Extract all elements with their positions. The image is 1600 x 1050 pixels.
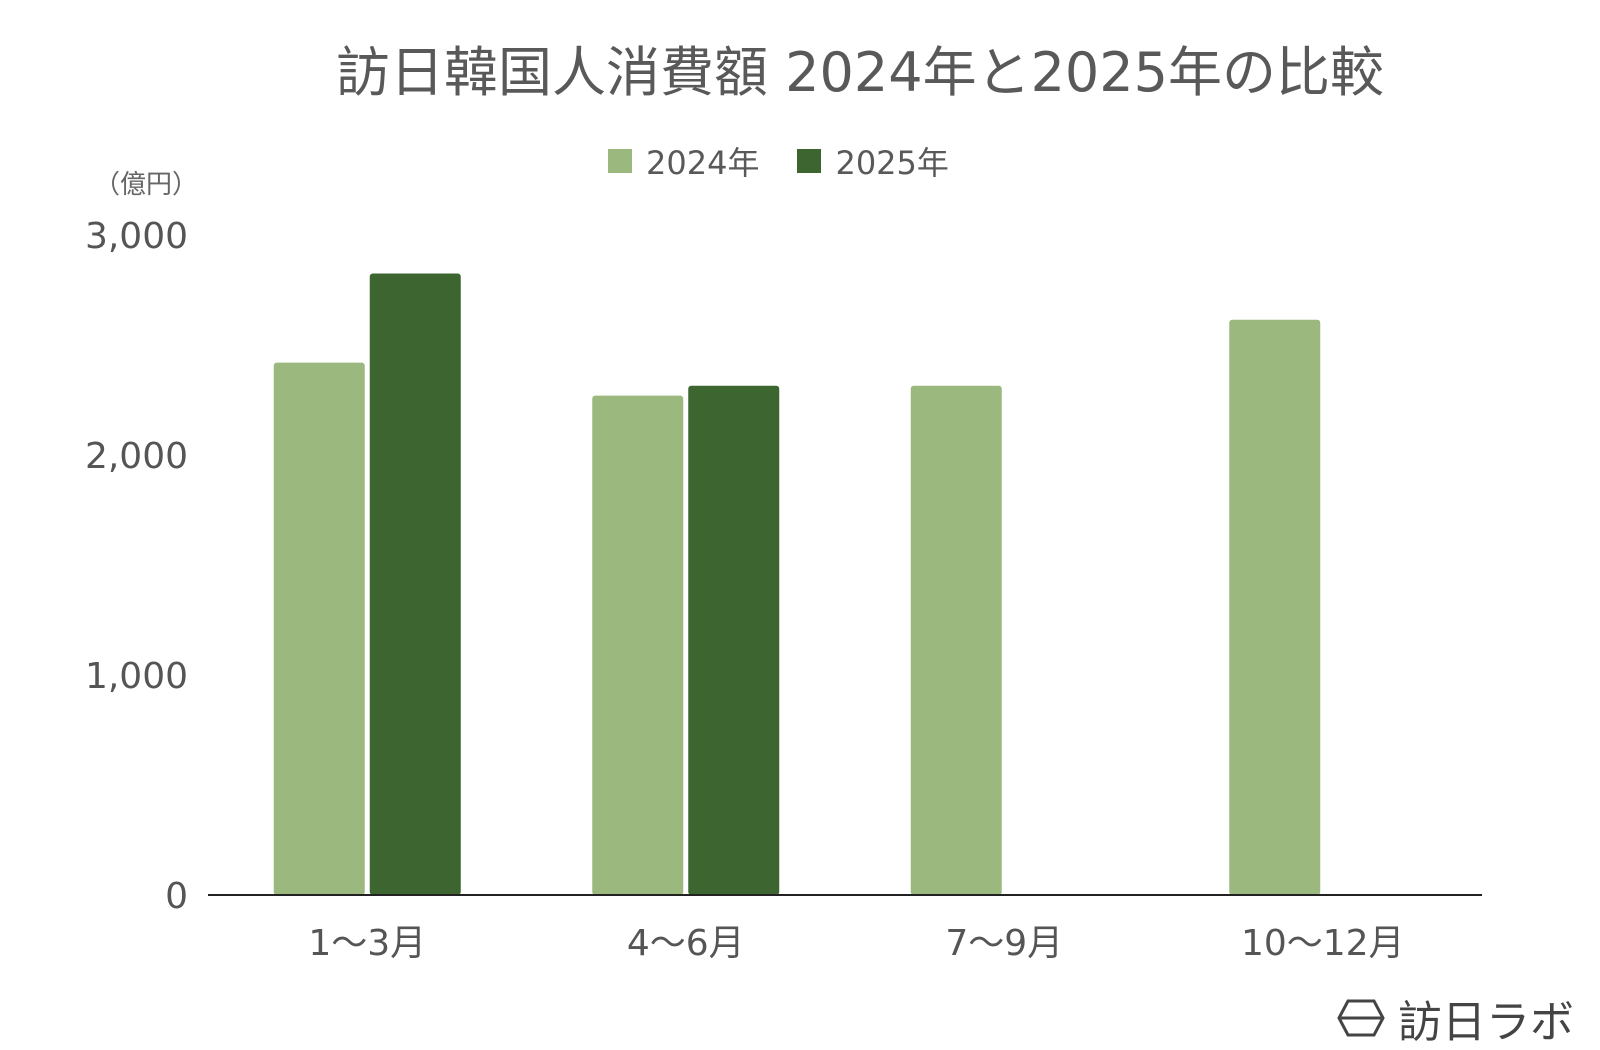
- y-tick-label: 0: [165, 876, 188, 917]
- watermark-text: 訪日ラボ: [1398, 997, 1574, 1048]
- y-tick-label: 2,000: [85, 436, 188, 477]
- legend-label-2025: 2025年: [835, 144, 949, 182]
- legend-label-2024: 2024年: [646, 144, 760, 182]
- bar-2024-4: [1229, 319, 1321, 895]
- bar-2024-1: [273, 362, 365, 896]
- y-tick-label: 1,000: [85, 656, 188, 697]
- bar-2025-2: [688, 385, 780, 895]
- x-tick-label: 10～12月: [1241, 923, 1405, 964]
- legend-item-2024: 2024年: [608, 138, 759, 184]
- hexagon-logo-icon: [1337, 999, 1385, 1037]
- legend-swatch-2025: [797, 149, 822, 173]
- x-tick-label: 7～9月: [945, 923, 1063, 964]
- x-tick-label: 4～6月: [627, 923, 745, 964]
- y-axis-unit-label: （億円）: [94, 170, 199, 200]
- x-tick-label: 1～3月: [308, 923, 426, 964]
- bar-2025-1: [369, 273, 461, 895]
- bar-2024-2: [592, 395, 684, 895]
- y-tick-label: 3,000: [85, 216, 188, 257]
- legend-item-2025: 2025年: [797, 138, 949, 184]
- bar-2024-3: [910, 385, 1002, 895]
- chart-title: 訪日韓国人消費額 2024年と2025年の比較: [335, 41, 1384, 104]
- chart-legend: 2024年 2025年: [608, 138, 949, 184]
- watermark-logo: 訪日ラボ: [1336, 986, 1574, 1050]
- legend-swatch-2024: [608, 149, 632, 173]
